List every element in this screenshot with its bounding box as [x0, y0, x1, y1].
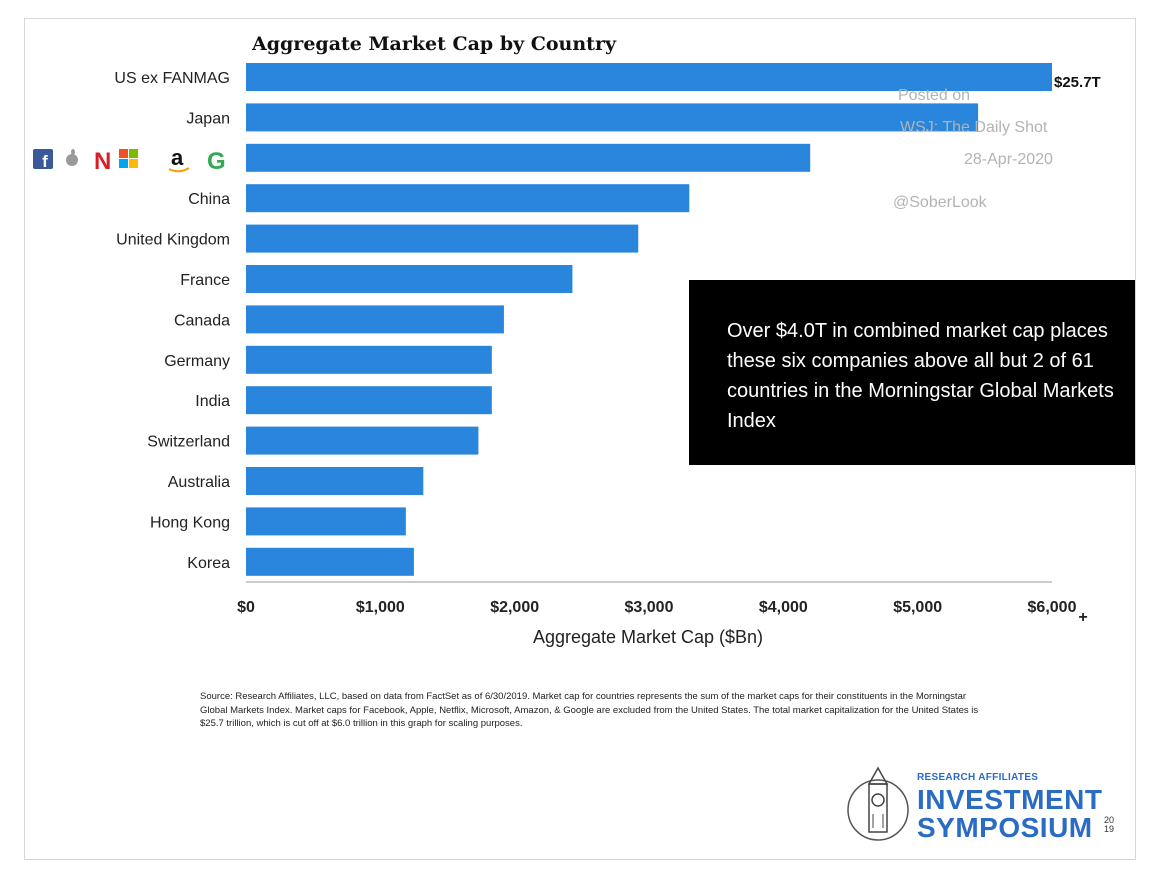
bar-fanmag [246, 143, 811, 172]
x-tick-label: $4,000 [759, 599, 808, 616]
bar-germany [246, 345, 492, 374]
microsoft-icon [119, 149, 138, 168]
x-tick-label: $2,000 [490, 599, 539, 616]
category-label: US ex FANMAG [114, 70, 230, 87]
watermark-line3: 28-Apr-2020 [964, 151, 1053, 168]
x-tick-label: $3,000 [625, 599, 674, 616]
logo-research-affiliates: RESEARCH AFFILIATES [917, 772, 1039, 783]
bar-us-ex-fanmag [246, 63, 1052, 91]
category-label: France [180, 272, 230, 289]
logo-year-bottom: 19 [1103, 824, 1114, 834]
google-icon: G [207, 148, 226, 175]
amazon-icon: a [168, 145, 190, 173]
watermark-line2: WSJ: The Daily Shot [900, 119, 1048, 136]
logo-year-top: 20 [1103, 815, 1114, 825]
apple-icon [66, 149, 78, 166]
bar-hong-kong [246, 507, 406, 536]
bar-united-kingdom [246, 224, 639, 253]
bar-japan [246, 103, 979, 132]
category-label: Switzerland [147, 434, 230, 451]
bar-france [246, 265, 573, 293]
truncation-marker: + [1078, 609, 1087, 626]
investment-symposium-logo: RESEARCH AFFILIATES INVESTMENT SYMPOSIUM… [845, 762, 1125, 844]
data-label: $25.7T [1054, 74, 1101, 91]
logo-symposium: SYMPOSIUM [917, 812, 1093, 843]
x-axis-title: Aggregate Market Cap ($Bn) [533, 627, 763, 647]
bar-korea [246, 547, 414, 576]
fanmag-logos: f N a G [33, 145, 238, 175]
category-label: Hong Kong [150, 514, 230, 531]
logo-investment: INVESTMENT [917, 784, 1103, 815]
x-tick-label: $6,000 [1028, 599, 1077, 616]
callout-box: Over $4.0T in combined market cap places… [689, 280, 1135, 465]
bar-canada [246, 305, 504, 334]
netflix-icon: N [94, 148, 111, 175]
watermark-line4: @SoberLook [893, 194, 988, 211]
category-label: Canada [174, 312, 230, 329]
source-note: Source: Research Affiliates, LLC, based … [200, 691, 979, 729]
bar-switzerland [246, 426, 479, 455]
x-tick-label: $0 [237, 599, 255, 616]
category-label: Australia [168, 474, 230, 491]
svg-text:N: N [94, 148, 111, 173]
bar-india [246, 386, 492, 415]
callout-text: Over $4.0T in combined market cap places… [727, 320, 1114, 432]
category-label: United Kingdom [116, 232, 230, 249]
category-label: China [188, 191, 230, 208]
svg-text:G: G [207, 148, 226, 173]
category-label: Japan [186, 110, 230, 127]
svg-text:f: f [42, 152, 48, 171]
x-tick-label: $5,000 [893, 599, 942, 616]
chart-title: Aggregate Market Cap by Country [251, 33, 617, 55]
watermark-line1: Posted on [898, 87, 970, 104]
facebook-icon: f [33, 149, 53, 171]
svg-text:a: a [171, 145, 184, 170]
logo-year: 20 19 [1103, 816, 1115, 834]
category-label: Germany [164, 353, 230, 370]
x-tick-label: $1,000 [356, 599, 405, 616]
bar-china [246, 184, 690, 213]
clock-tower-icon [847, 766, 909, 841]
bar-australia [246, 467, 424, 495]
category-label: Korea [187, 555, 230, 572]
category-label: India [195, 393, 230, 410]
